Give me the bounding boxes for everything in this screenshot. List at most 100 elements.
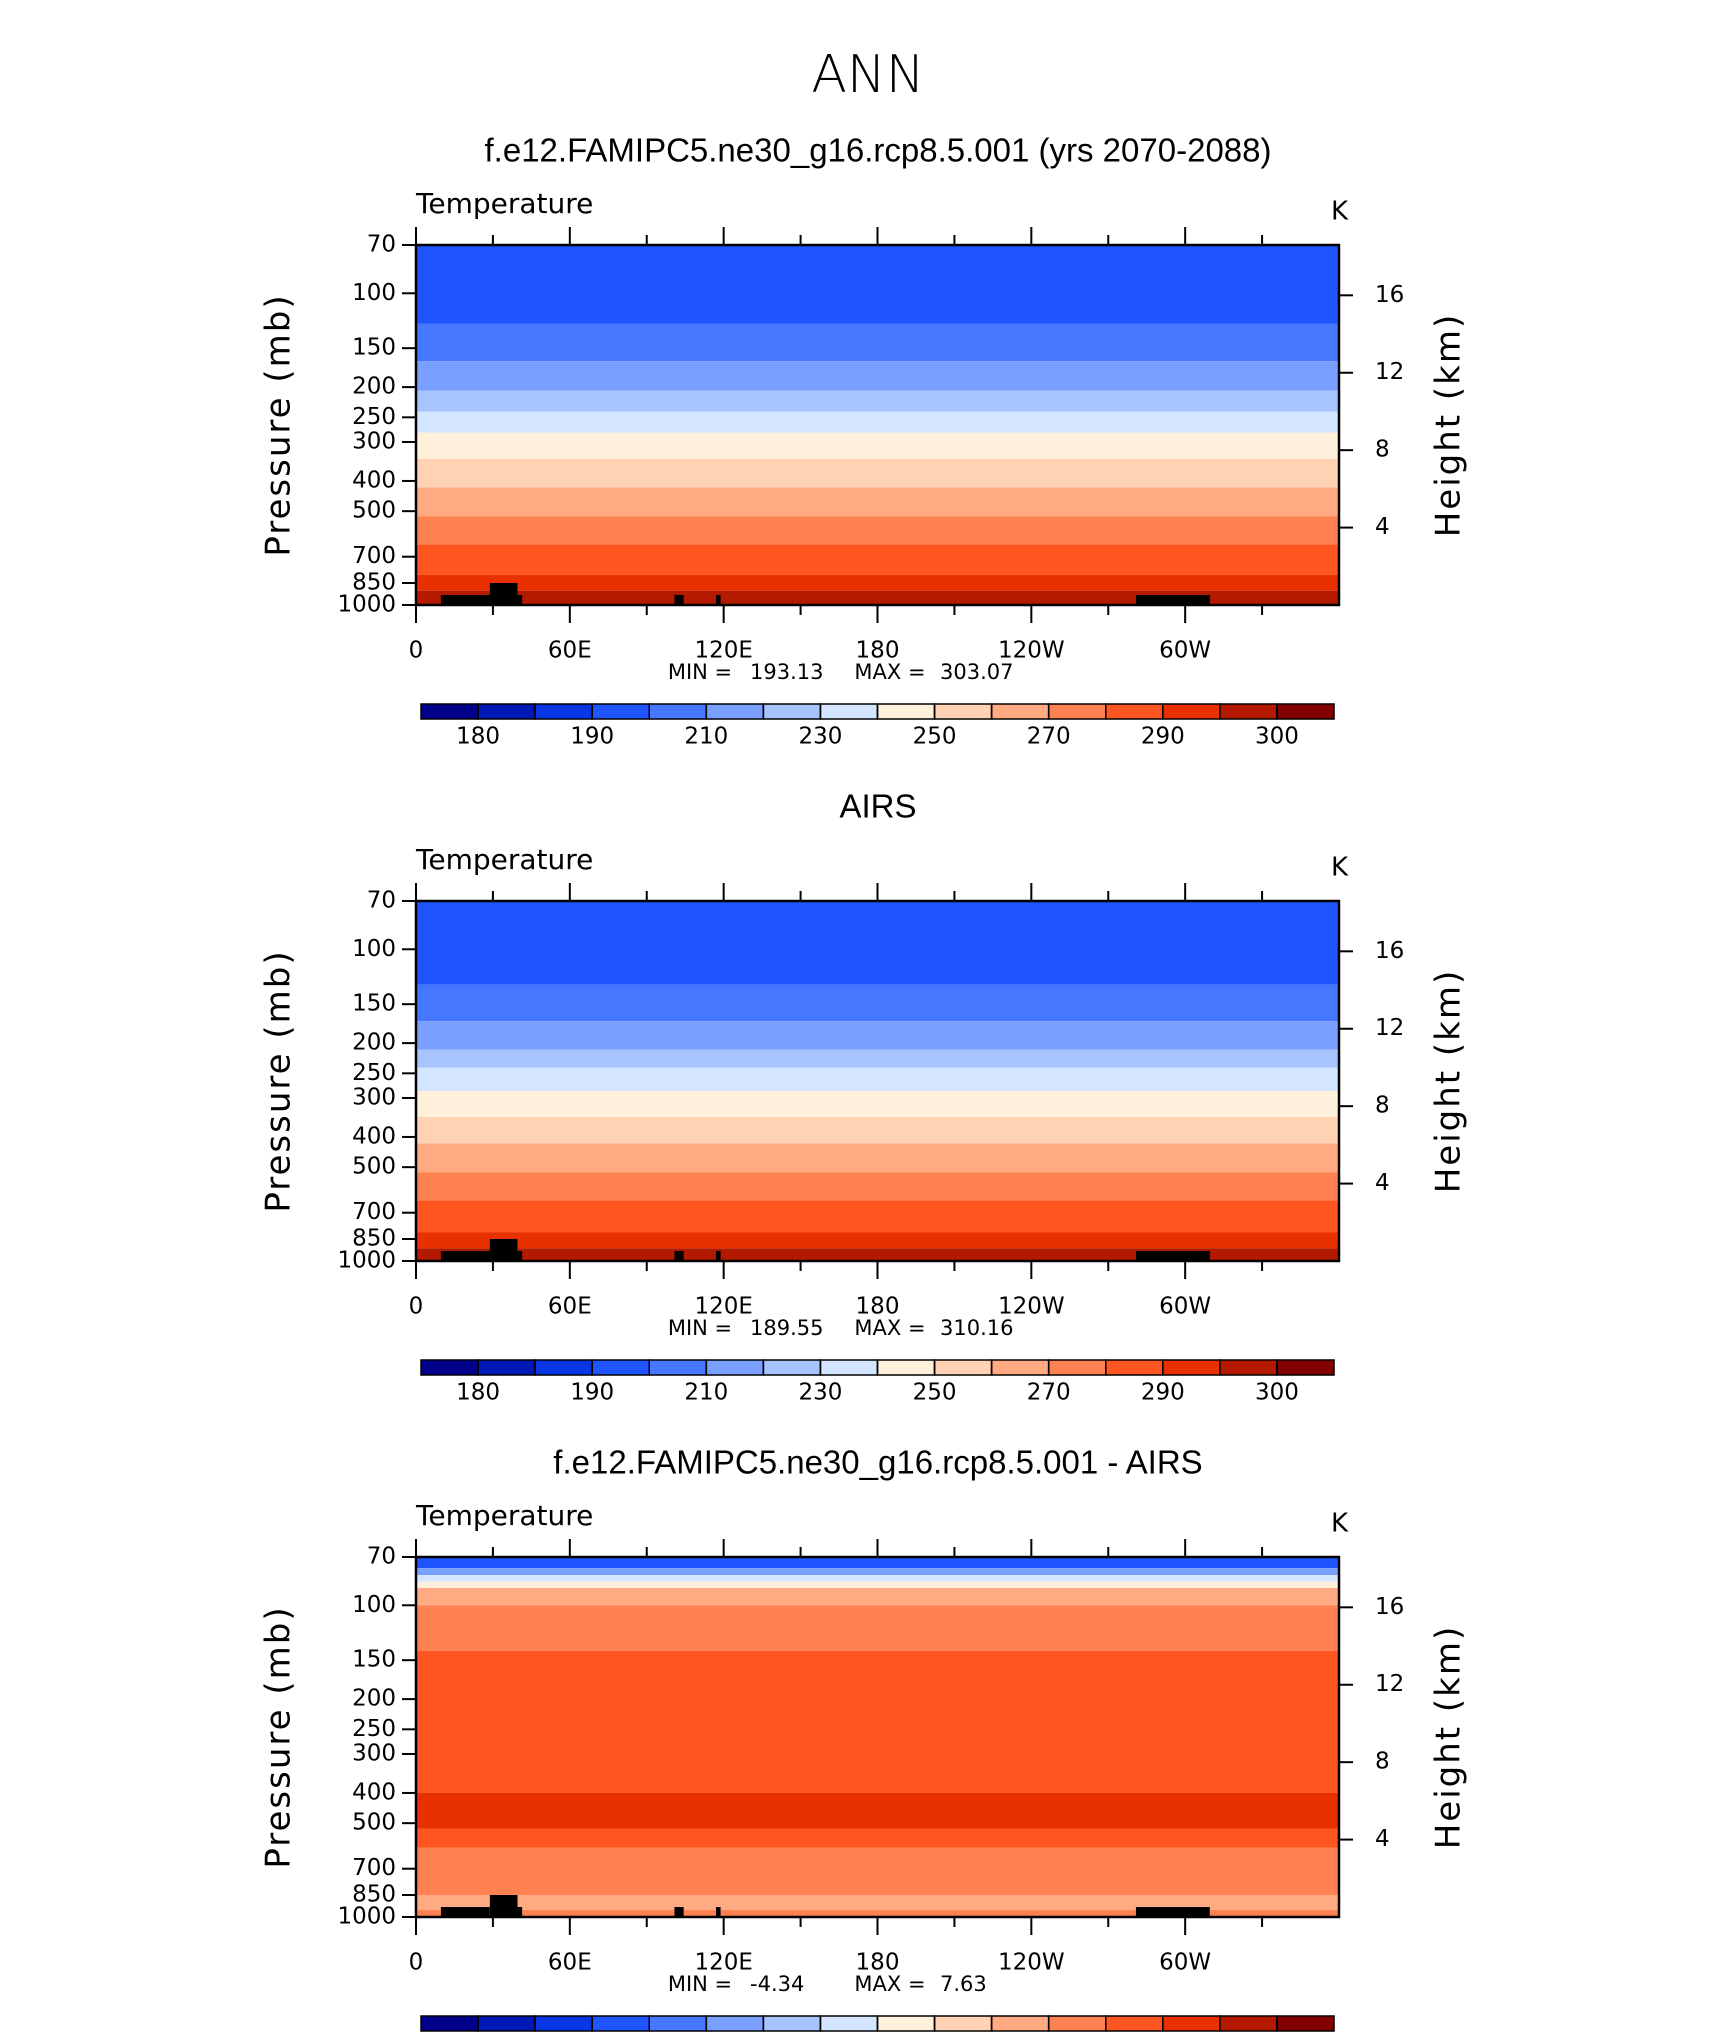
stat-label: MAX = bbox=[854, 660, 925, 684]
contour-band bbox=[416, 1172, 1339, 1201]
stat-value: 193.13 bbox=[750, 660, 823, 684]
contour-band bbox=[416, 1605, 1339, 1651]
variable-label: Temperature bbox=[415, 843, 593, 876]
x-tick-label: 60E bbox=[548, 1294, 592, 1320]
topography bbox=[1135, 1251, 1210, 1261]
colorbar-label: 180 bbox=[456, 1380, 500, 1406]
colorbar-label: 210 bbox=[684, 1380, 728, 1406]
contour-band bbox=[416, 1650, 1339, 1793]
panel-title: f.e12.FAMIPC5.ne30_g16.rcp8.5.001 (yrs 2… bbox=[485, 132, 1272, 169]
colorbar-label: 290 bbox=[1141, 1380, 1185, 1406]
colorbar-box bbox=[1162, 2015, 1221, 2032]
variable-label: Temperature bbox=[415, 187, 593, 220]
colorbar-label: 300 bbox=[1255, 1380, 1299, 1406]
units-label: K bbox=[1331, 1509, 1349, 1539]
x-tick-label: 120E bbox=[694, 638, 752, 664]
contour-band bbox=[416, 245, 1339, 324]
colorbar-box bbox=[933, 1359, 993, 1376]
colorbar-box bbox=[819, 703, 879, 720]
topography bbox=[517, 1251, 523, 1261]
panel: AIRS Temperature K Pressure (mb) Height (km)… bbox=[259, 788, 1469, 1406]
contour-band bbox=[416, 1067, 1339, 1092]
colorbar-label: 230 bbox=[798, 724, 842, 750]
colorbar-box bbox=[534, 1359, 593, 1376]
y-tick-label: 400 bbox=[352, 467, 396, 493]
y-axis-label: Pressure (mb) bbox=[259, 1605, 299, 1868]
y-tick-label: 850 bbox=[352, 1881, 396, 1907]
y2-axis-label: Height (km) bbox=[1429, 313, 1469, 538]
colorbar-box bbox=[705, 703, 765, 720]
y-tick-label: 70 bbox=[367, 1544, 396, 1570]
colorbar-box bbox=[705, 2015, 765, 2032]
colorbar-box bbox=[591, 2015, 650, 2032]
contour-band bbox=[416, 458, 1339, 488]
stat-label: MIN = bbox=[668, 660, 732, 684]
colorbar-box bbox=[762, 1359, 822, 1376]
contour-band bbox=[416, 544, 1339, 575]
colorbar-label: 270 bbox=[1027, 1380, 1071, 1406]
y-tick-label: 100 bbox=[352, 936, 396, 962]
y-tick-label: 500 bbox=[352, 1154, 396, 1180]
contour-band bbox=[416, 901, 1339, 985]
contour-band bbox=[416, 1200, 1339, 1233]
units-label: K bbox=[1331, 197, 1349, 227]
colorbar-box bbox=[534, 703, 593, 720]
contour-band bbox=[416, 1143, 1339, 1173]
topography bbox=[440, 595, 490, 605]
x-tick-label: 180 bbox=[856, 638, 900, 664]
x-tick-label: 0 bbox=[409, 1294, 424, 1320]
contour-band bbox=[416, 1894, 1339, 1911]
y2-axis-label: Height (km) bbox=[1429, 969, 1469, 1194]
y-tick-label: 200 bbox=[352, 1030, 396, 1056]
colorbar-box bbox=[1105, 2015, 1164, 2032]
y-tick-label: 400 bbox=[352, 1779, 396, 1805]
colorbar-box bbox=[933, 703, 993, 720]
colorbar-box bbox=[648, 2015, 708, 2032]
y-tick-label: 200 bbox=[352, 1686, 396, 1712]
y-tick-label: 200 bbox=[352, 374, 396, 400]
topography bbox=[440, 1251, 490, 1261]
x-tick-label: 0 bbox=[409, 638, 424, 664]
colorbar-box bbox=[420, 2015, 479, 2032]
contour-band bbox=[416, 390, 1339, 412]
colorbar-box bbox=[420, 1359, 479, 1376]
contour-band bbox=[416, 1581, 1339, 1588]
contour-band bbox=[416, 590, 1339, 605]
topography bbox=[489, 1895, 518, 1917]
topography bbox=[715, 595, 721, 605]
panel: f.e12.FAMIPC5.ne30_g16.rcp8.5.001 - AIRS… bbox=[259, 1444, 1469, 2043]
x-tick-label: 180 bbox=[856, 1950, 900, 1976]
colorbar-box bbox=[591, 1359, 650, 1376]
topography bbox=[440, 1907, 490, 1917]
contour-band bbox=[416, 1248, 1339, 1261]
y2-tick-label: 8 bbox=[1375, 1093, 1390, 1119]
y-tick-label: 400 bbox=[352, 1123, 396, 1149]
y2-axis-label: Height (km) bbox=[1429, 1625, 1469, 1850]
y2-tick-label: 4 bbox=[1375, 1826, 1390, 1852]
y-tick-label: 70 bbox=[367, 888, 396, 914]
x-tick-label: 120W bbox=[998, 1294, 1065, 1320]
y-tick-label: 250 bbox=[352, 1060, 396, 1086]
colorbar-box bbox=[1047, 1359, 1107, 1376]
y-tick-label: 300 bbox=[352, 429, 396, 455]
y-axis-label: Pressure (mb) bbox=[259, 949, 299, 1212]
colorbar-box bbox=[1276, 703, 1335, 720]
colorbar-box bbox=[1276, 2015, 1335, 2032]
colorbar-label: 270 bbox=[1027, 724, 1071, 750]
y-tick-label: 850 bbox=[352, 1225, 396, 1251]
colorbar-box bbox=[648, 1359, 708, 1376]
colorbar-box bbox=[762, 2015, 822, 2032]
colorbar-box bbox=[1105, 1359, 1164, 1376]
contour-band bbox=[416, 323, 1339, 362]
y2-tick-label: 4 bbox=[1375, 1170, 1390, 1196]
y-tick-label: 850 bbox=[352, 569, 396, 595]
colorbar-label: 230 bbox=[798, 1380, 842, 1406]
y2-tick-label: 12 bbox=[1375, 359, 1404, 385]
contour-band bbox=[416, 1792, 1339, 1829]
stat-value: 310.16 bbox=[940, 1316, 1013, 1340]
x-tick-label: 120E bbox=[694, 1294, 752, 1320]
colorbar-box bbox=[1047, 2015, 1107, 2032]
y2-tick-label: 16 bbox=[1375, 282, 1404, 308]
y-tick-label: 500 bbox=[352, 1810, 396, 1836]
colorbar-label: 250 bbox=[913, 1380, 957, 1406]
